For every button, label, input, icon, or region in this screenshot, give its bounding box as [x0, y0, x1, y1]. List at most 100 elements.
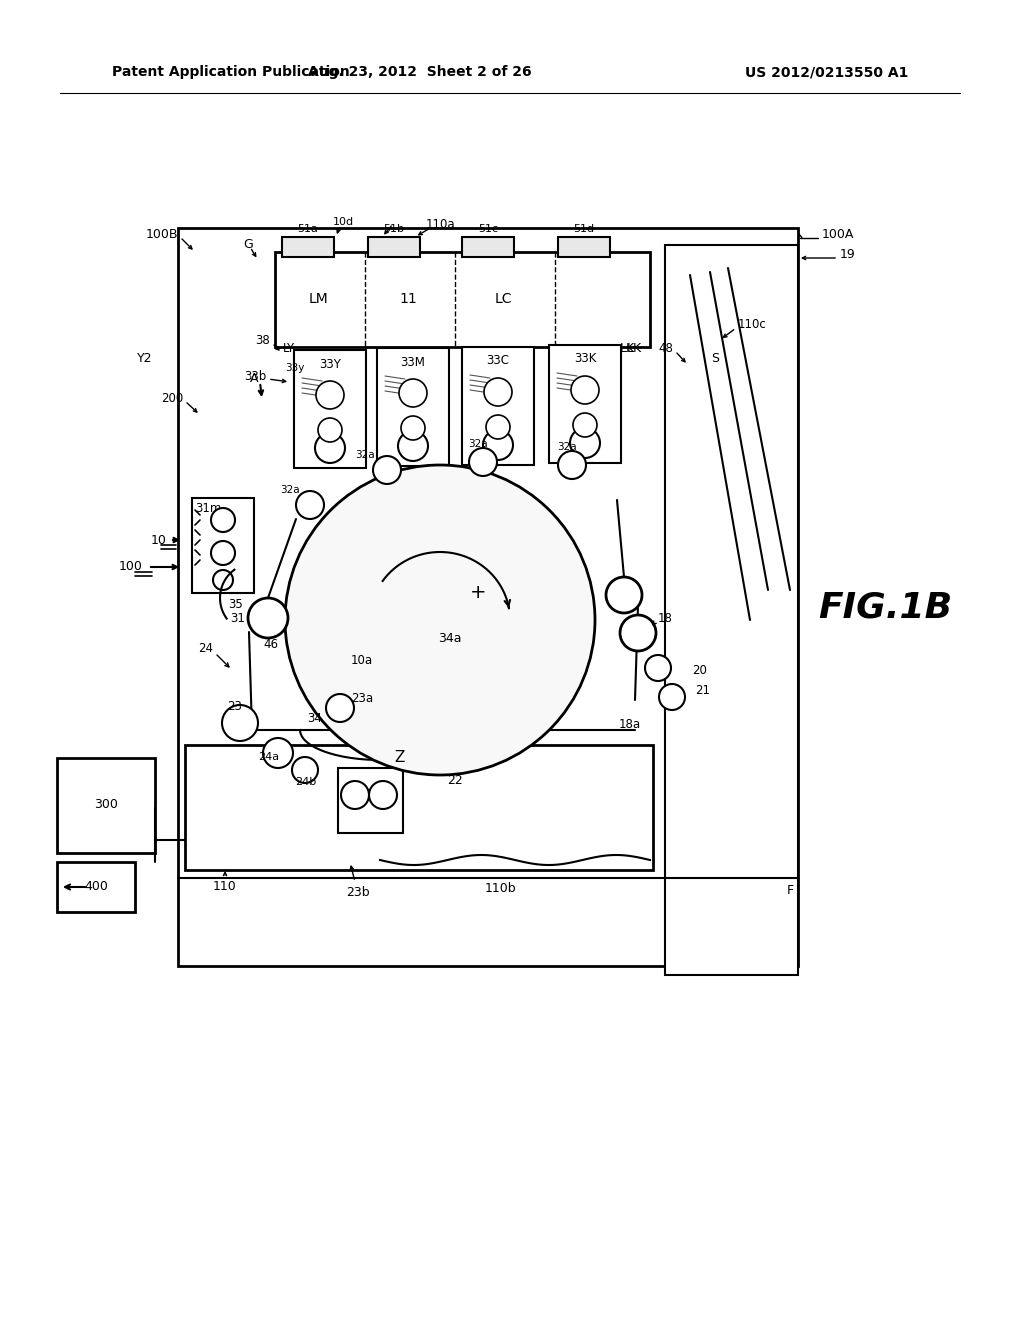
Text: 24a: 24a [258, 752, 280, 762]
Text: 18: 18 [658, 611, 673, 624]
Circle shape [263, 738, 293, 768]
Bar [178, 228, 798, 966]
Text: F: F [786, 883, 794, 896]
Circle shape [606, 577, 642, 612]
Circle shape [401, 416, 425, 440]
Circle shape [316, 381, 344, 409]
Text: 20: 20 [692, 664, 707, 676]
Text: 10a: 10a [351, 653, 373, 667]
Circle shape [211, 541, 234, 565]
Text: 110a: 110a [425, 218, 455, 231]
Text: 300: 300 [94, 799, 118, 812]
Circle shape [341, 781, 369, 809]
Circle shape [213, 570, 233, 590]
Circle shape [483, 430, 513, 459]
Text: 10d: 10d [333, 216, 353, 227]
Bar [57, 862, 135, 912]
Circle shape [326, 694, 354, 722]
Circle shape [469, 447, 497, 477]
Text: FIG.1B: FIG.1B [818, 591, 952, 624]
Text: 100A: 100A [822, 228, 854, 242]
Text: 34: 34 [307, 711, 322, 725]
Text: 400: 400 [84, 880, 108, 894]
Text: 33M: 33M [400, 355, 425, 368]
Text: 35: 35 [228, 598, 243, 611]
Text: 31m: 31m [196, 502, 222, 515]
Text: +: + [470, 582, 486, 602]
Circle shape [211, 508, 234, 532]
Circle shape [369, 781, 397, 809]
Bar [275, 252, 650, 347]
Bar [558, 238, 610, 257]
Text: 110c: 110c [738, 318, 767, 331]
Circle shape [570, 428, 600, 458]
Text: 200: 200 [161, 392, 183, 404]
Bar [193, 498, 254, 593]
Bar [57, 758, 155, 853]
Text: 51c: 51c [478, 224, 498, 234]
Bar [462, 238, 514, 257]
Text: S: S [711, 351, 719, 364]
Bar [185, 744, 653, 870]
Text: Y2: Y2 [136, 351, 152, 364]
Text: 10: 10 [152, 533, 167, 546]
Text: A: A [250, 371, 258, 384]
Text: Patent Application Publication: Patent Application Publication [112, 65, 350, 79]
Text: 32a: 32a [355, 450, 375, 459]
Bar [377, 348, 449, 466]
Circle shape [573, 413, 597, 437]
Circle shape [248, 598, 288, 638]
Text: 51a: 51a [298, 224, 318, 234]
Text: 51b: 51b [384, 224, 404, 234]
Text: 33b: 33b [244, 370, 266, 383]
Text: 24: 24 [198, 642, 213, 655]
Text: 100: 100 [119, 561, 143, 573]
Bar [294, 350, 366, 469]
Text: 110: 110 [213, 880, 237, 894]
Text: 51d: 51d [573, 224, 595, 234]
Text: LK: LK [620, 342, 635, 355]
Circle shape [318, 418, 342, 442]
Text: 32a: 32a [281, 484, 300, 495]
Text: 48: 48 [658, 342, 673, 355]
Text: 11: 11 [399, 292, 417, 306]
Text: 21: 21 [695, 684, 710, 697]
Bar [338, 768, 403, 833]
Text: 24b: 24b [295, 777, 316, 787]
Circle shape [296, 491, 324, 519]
Circle shape [292, 756, 318, 783]
Circle shape [659, 684, 685, 710]
Circle shape [571, 376, 599, 404]
Bar [665, 246, 798, 975]
Text: 22: 22 [447, 774, 463, 787]
Text: 38: 38 [255, 334, 270, 346]
Circle shape [558, 451, 586, 479]
Text: 110b: 110b [484, 882, 516, 895]
Text: 33C: 33C [486, 355, 510, 367]
Text: 31: 31 [230, 611, 245, 624]
Text: 19: 19 [840, 248, 856, 261]
Text: Z: Z [395, 751, 406, 766]
Circle shape [315, 433, 345, 463]
Text: 32a: 32a [468, 440, 487, 449]
Text: LC: LC [495, 292, 512, 306]
Text: LM: LM [308, 292, 328, 306]
Text: LK: LK [627, 342, 642, 355]
Text: 18a: 18a [618, 718, 641, 731]
Circle shape [486, 414, 510, 440]
Bar [549, 345, 621, 463]
Circle shape [373, 455, 401, 484]
Circle shape [285, 465, 595, 775]
Text: 23b: 23b [346, 886, 370, 899]
Circle shape [484, 378, 512, 407]
Text: 33K: 33K [573, 352, 596, 366]
Circle shape [620, 615, 656, 651]
Text: 33y: 33y [286, 363, 305, 374]
Bar [462, 347, 534, 465]
Circle shape [222, 705, 258, 741]
Text: 34a: 34a [438, 631, 462, 644]
Text: G: G [243, 238, 253, 251]
Text: 33Y: 33Y [319, 358, 341, 371]
Circle shape [399, 379, 427, 407]
Text: US 2012/0213550 A1: US 2012/0213550 A1 [745, 65, 908, 79]
